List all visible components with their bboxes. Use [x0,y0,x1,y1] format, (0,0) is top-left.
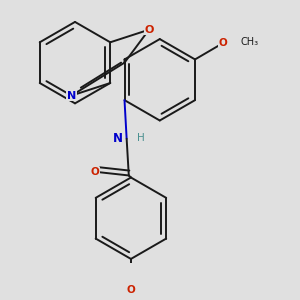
Text: H: H [137,133,145,143]
Text: O: O [144,25,154,35]
Text: N: N [67,91,76,100]
Text: CH₃: CH₃ [241,37,259,47]
Text: N: N [113,132,123,145]
Text: O: O [91,167,100,177]
Text: O: O [127,285,135,296]
Text: O: O [218,38,227,48]
